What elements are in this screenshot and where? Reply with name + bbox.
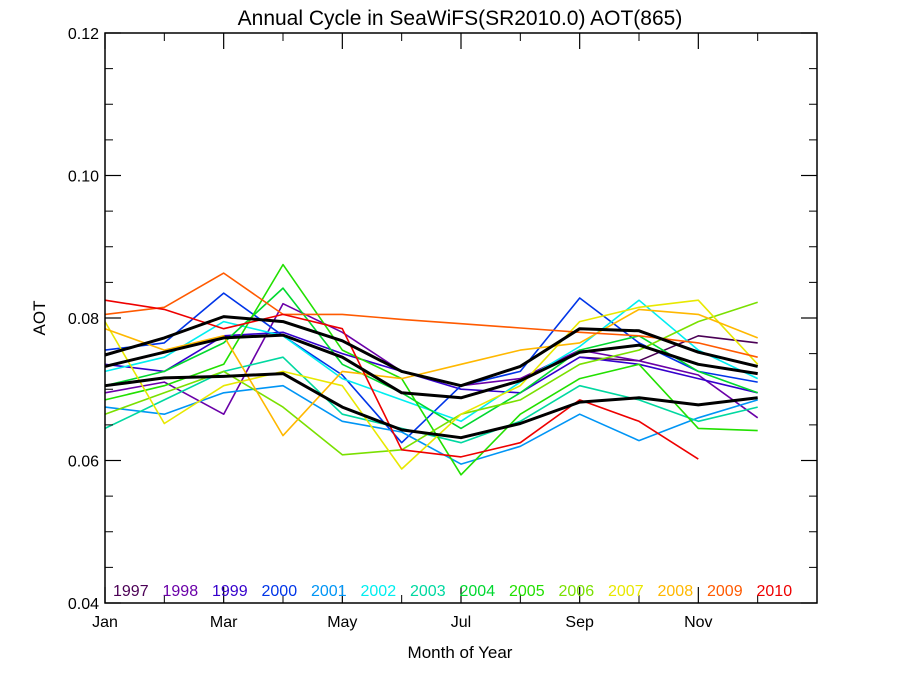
legend-item-2000: 2000 — [262, 583, 298, 600]
series-line-2005 — [104, 263, 758, 476]
plot-lines — [104, 263, 759, 476]
y-axis-label: AOT — [30, 301, 49, 336]
legend-item-2002: 2002 — [361, 583, 397, 600]
x-tick-label: Mar — [210, 614, 238, 631]
legend-item-2010: 2010 — [757, 583, 793, 600]
legend: 1997 1998 1999 2000 2001 2002 2003 2004 2005 2006… — [113, 583, 792, 600]
x-tick-label: May — [327, 614, 357, 631]
legend-item-2004: 2004 — [460, 583, 496, 600]
x-tick-label: Nov — [684, 614, 712, 631]
series-line-2004 — [104, 287, 758, 430]
legend-item-2005: 2005 — [509, 583, 545, 600]
x-axis-label: Month of Year — [408, 643, 513, 662]
series-line-2000 — [104, 292, 758, 444]
legend-item-2006: 2006 — [559, 583, 595, 600]
series-line-2001 — [104, 384, 758, 465]
legend-item-1998: 1998 — [163, 583, 199, 600]
series-line-2008 — [104, 308, 758, 437]
mean-line-16 — [104, 372, 758, 440]
chart-title: Annual Cycle in SeaWiFS(SR2010.0) AOT(86… — [238, 7, 683, 30]
y-tick-label: 0.04 — [68, 596, 99, 613]
x-tick-label: Sep — [565, 614, 594, 631]
y-tick-label: 0.10 — [68, 169, 99, 186]
x-tick-label: Jul — [451, 614, 471, 631]
mean-line-14 — [104, 315, 759, 388]
legend-item-2007: 2007 — [608, 583, 644, 600]
legend-item-2003: 2003 — [410, 583, 446, 600]
y-tick-label: 0.08 — [68, 311, 99, 328]
series-line-2009 — [104, 272, 758, 358]
legend-item-2008: 2008 — [658, 583, 694, 600]
series-line-2007 — [104, 299, 759, 470]
axes: 0.04 0.06 0.08 0.10 0.12 Jan Mar May Jul Sep Nov — [68, 26, 817, 631]
y-tick-label: 0.12 — [68, 26, 99, 43]
series-line-2006 — [104, 301, 758, 456]
legend-item-1999: 1999 — [212, 583, 248, 600]
legend-item-2009: 2009 — [707, 583, 743, 600]
series-line-1997 — [579, 335, 758, 362]
x-tick-label: Jan — [92, 614, 118, 631]
y-tick-label: 0.06 — [68, 454, 99, 471]
mean-line-15 — [104, 333, 758, 400]
legend-item-1997: 1997 — [113, 583, 149, 600]
legend-item-2001: 2001 — [311, 583, 347, 600]
